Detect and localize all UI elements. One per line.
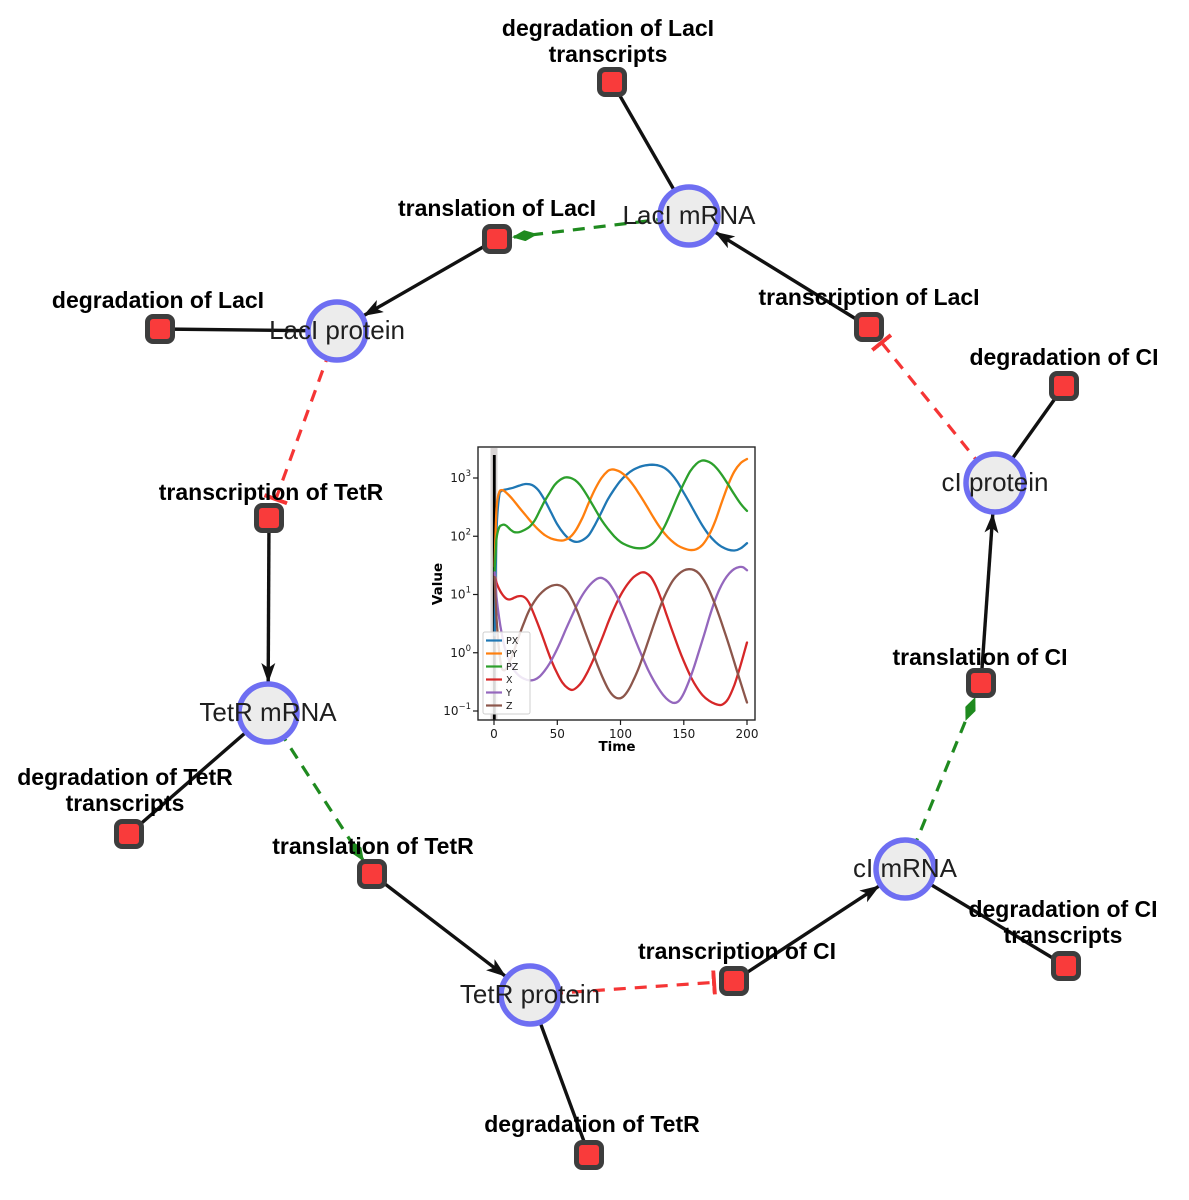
reaction-node-deg-laci[interactable] bbox=[145, 314, 175, 344]
x-axis-tick-labels: 0 50 100 150 200 bbox=[490, 727, 758, 741]
x-tick-0: 0 bbox=[490, 727, 498, 741]
species-label-laci-protein: LacI protein bbox=[269, 315, 405, 345]
reaction-node-translation-laci[interactable] bbox=[482, 224, 512, 254]
edge-translation-laci-to-laci-protein bbox=[363, 237, 498, 317]
series-layer bbox=[493, 457, 749, 707]
legend-item-z: Z bbox=[506, 701, 513, 712]
species-node-ci-protein[interactable] bbox=[963, 451, 1027, 515]
reaction-label-deg-tetr-transcripts: degradation of TetR transcripts bbox=[17, 764, 233, 816]
reaction-label-transcription-ci: transcription of CI bbox=[638, 938, 836, 964]
reaction-label-translation-laci: translation of LacI bbox=[398, 195, 596, 221]
reaction-label-deg-ci-transcripts: degradation of CI transcripts bbox=[968, 896, 1157, 948]
edge-transcription-ci-to-ci-mrna bbox=[733, 884, 881, 983]
reaction-node-translation-tetr[interactable] bbox=[357, 859, 387, 889]
reaction-label-transcription-laci: transcription of LacI bbox=[758, 284, 979, 310]
x-tick-100: 100 bbox=[609, 727, 632, 741]
species-node-laci-protein[interactable] bbox=[305, 299, 369, 363]
plot-legend: PX PY PZ X Y Z bbox=[482, 631, 531, 715]
legend-item-y: Y bbox=[505, 688, 512, 699]
legend-item-py: PY bbox=[506, 649, 518, 660]
edge-translation-ci-to-ci-protein bbox=[979, 512, 999, 684]
y-tick-1e-1: 10−1 bbox=[443, 702, 471, 718]
reaction-label-deg-tetr: degradation of TetR bbox=[484, 1111, 700, 1137]
reaction-node-translation-ci[interactable] bbox=[966, 668, 996, 698]
y-tick-1e2: 102 bbox=[450, 527, 471, 543]
x-axis-ticks bbox=[493, 720, 748, 725]
legend-item-x: X bbox=[506, 675, 513, 686]
inset-plot: 0 50 100 150 200 103 102 101 100 10−1 Ti… bbox=[430, 437, 770, 767]
reaction-node-transcription-tetr[interactable] bbox=[254, 503, 284, 533]
reaction-label-deg-ci: degradation of CI bbox=[969, 344, 1158, 370]
reaction-label-deg-laci-transcripts: degradation of LacI transcripts bbox=[502, 15, 714, 67]
species-label-ci-protein: cI protein bbox=[942, 467, 1049, 497]
y-tick-1e3: 103 bbox=[450, 469, 471, 485]
reaction-node-deg-tetr[interactable] bbox=[574, 1140, 604, 1170]
species-node-tetr-protein[interactable] bbox=[498, 963, 562, 1027]
x-tick-50: 50 bbox=[550, 727, 565, 741]
series-line-py bbox=[493, 457, 749, 568]
species-label-tetr-mrna: TetR mRNA bbox=[199, 697, 337, 727]
nodes-layer bbox=[114, 67, 1081, 1170]
x-tick-150: 150 bbox=[672, 727, 695, 741]
reaction-node-transcription-laci[interactable] bbox=[854, 312, 884, 342]
species-node-ci-mrna[interactable] bbox=[873, 837, 937, 901]
species-label-tetr-protein: TetR protein bbox=[460, 979, 600, 1009]
legend-item-px: PX bbox=[506, 636, 519, 647]
reaction-node-deg-laci-transcripts[interactable] bbox=[597, 67, 627, 97]
series-line-px bbox=[493, 463, 749, 637]
y-axis-ticks bbox=[473, 477, 478, 712]
y-axis-tick-labels: 103 102 101 100 10−1 bbox=[443, 469, 471, 718]
labels-layer: LacI mRNA LacI protein TetR mRNA TetR pr… bbox=[17, 15, 1158, 1137]
y-tick-1e0: 100 bbox=[450, 644, 471, 660]
plot-frame bbox=[477, 446, 756, 721]
x-tick-200: 200 bbox=[736, 727, 759, 741]
species-node-laci-mrna[interactable] bbox=[657, 184, 721, 248]
edge-translation-tetr-to-tetr-protein bbox=[370, 872, 507, 978]
series-line-pz bbox=[493, 459, 749, 573]
reaction-label-translation-tetr: translation of TetR bbox=[272, 833, 474, 859]
legend-item-pz: PZ bbox=[506, 662, 519, 673]
y-axis-label: Value bbox=[430, 563, 446, 605]
reaction-node-deg-ci-transcripts[interactable] bbox=[1051, 951, 1081, 981]
reaction-label-transcription-tetr: transcription of TetR bbox=[159, 479, 384, 505]
reaction-node-deg-tetr-transcripts[interactable] bbox=[114, 819, 144, 849]
x-axis-label: Time bbox=[598, 739, 635, 755]
plot-background bbox=[430, 437, 770, 767]
species-label-ci-mrna: cI mRNA bbox=[853, 853, 958, 883]
reaction-node-deg-ci[interactable] bbox=[1049, 371, 1079, 401]
series-line-z bbox=[493, 568, 749, 704]
edge-transcription-laci-to-laci-mrna bbox=[714, 230, 870, 329]
reaction-label-translation-ci: translation of CI bbox=[892, 644, 1067, 670]
series-line-x bbox=[493, 571, 749, 707]
reaction-node-transcription-ci[interactable] bbox=[719, 966, 749, 996]
reaction-label-deg-laci: degradation of LacI bbox=[52, 287, 264, 313]
edge-transcription-tetr-to-tetr-mrna bbox=[261, 517, 276, 683]
species-label-laci-mrna: LacI mRNA bbox=[623, 200, 757, 230]
species-node-tetr-mrna[interactable] bbox=[236, 681, 300, 745]
y-tick-1e1: 101 bbox=[450, 586, 471, 602]
